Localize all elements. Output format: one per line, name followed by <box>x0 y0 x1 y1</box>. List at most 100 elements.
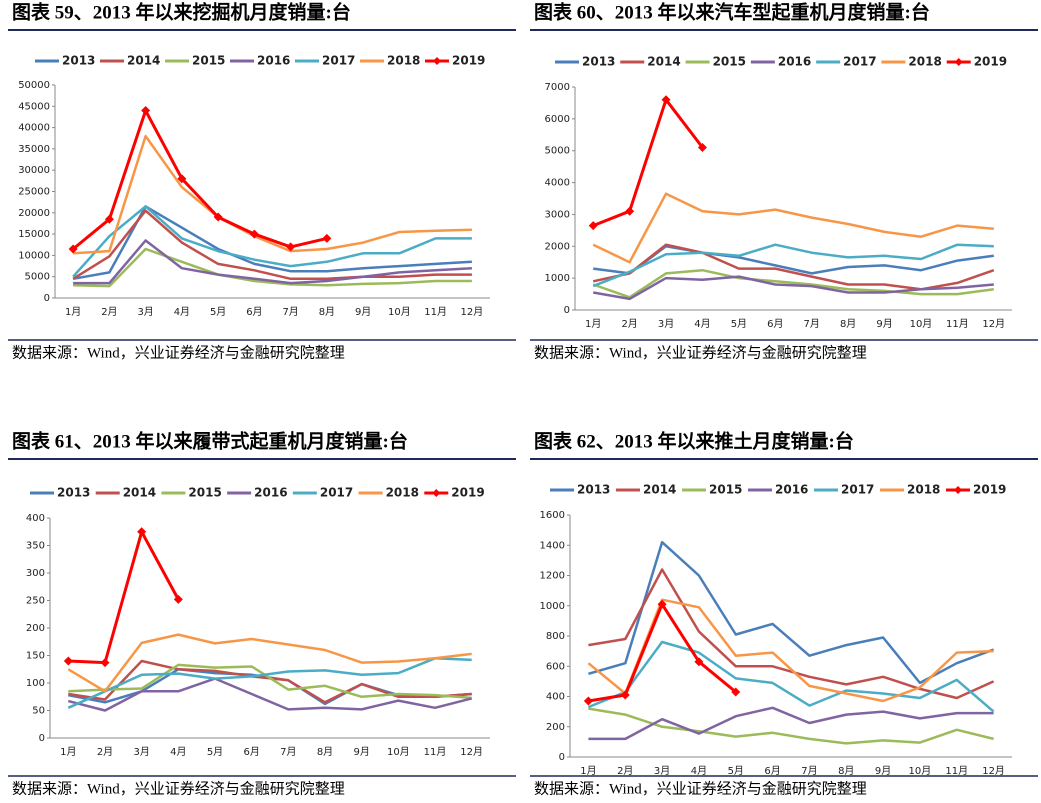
y-tick-label: 350 <box>26 541 45 552</box>
y-tick-label: 3000 <box>545 209 570 220</box>
y-tick-label: 200 <box>546 722 565 733</box>
y-tick-label: 1400 <box>540 540 565 551</box>
y-tick-label: 20000 <box>18 208 50 219</box>
y-tick-label: 200 <box>26 623 45 634</box>
legend-marker <box>954 486 962 494</box>
x-tick-label: 3月 <box>654 765 670 777</box>
legend-marker <box>433 57 441 65</box>
legend-label: 2019 <box>973 483 1006 497</box>
x-tick-label: 6月 <box>767 318 783 330</box>
point-marker <box>100 658 110 668</box>
point-marker <box>286 242 296 252</box>
x-tick-label: 6月 <box>243 746 259 758</box>
legend-marker <box>954 58 963 66</box>
chart-source: 数据来源：Wind，兴业证券经济与金融研究院整理 <box>12 343 345 361</box>
x-tick-label: 9月 <box>876 318 892 330</box>
x-tick-label: 2月 <box>97 746 113 758</box>
point-marker <box>68 244 78 254</box>
y-tick-label: 400 <box>546 692 565 703</box>
series-line <box>588 706 994 741</box>
legend-label: 2013 <box>62 54 95 68</box>
x-tick-label: 8月 <box>317 746 333 758</box>
series-line <box>73 239 472 285</box>
legend-label: 2013 <box>582 55 615 69</box>
chart-source: 数据来源：Wind，兴业证券经济与金融研究院整理 <box>534 779 867 797</box>
x-tick-label: 7月 <box>804 318 820 330</box>
point-marker <box>177 174 187 184</box>
x-tick-label: 7月 <box>282 306 298 318</box>
chart-title: 图表 59、2013 年以来挖掘机月度销量:台 <box>12 0 351 23</box>
series-line <box>587 640 995 713</box>
point-marker <box>141 106 151 116</box>
legend-label: 2015 <box>192 54 225 68</box>
x-tick-label: 11月 <box>424 306 447 318</box>
point-marker <box>694 657 704 667</box>
x-tick-label: 5月 <box>728 765 744 777</box>
legend-label: 2018 <box>908 55 941 69</box>
legend-label: 2016 <box>257 54 290 68</box>
x-tick-label: 6月 <box>246 306 262 318</box>
y-tick-label: 7000 <box>545 82 570 93</box>
y-tick-label: 600 <box>546 661 565 672</box>
x-tick-label: 7月 <box>801 765 817 777</box>
x-tick-label: 1月 <box>580 765 596 777</box>
y-tick-label: 2000 <box>545 241 570 252</box>
point-marker <box>137 527 147 537</box>
legend-marker <box>432 489 441 497</box>
x-tick-label: 8月 <box>838 765 854 777</box>
series-line <box>588 540 995 685</box>
y-tick-label: 0 <box>559 752 565 763</box>
x-tick-label: 11月 <box>424 746 447 758</box>
y-tick-label: 100 <box>26 678 45 689</box>
y-tick-label: 10000 <box>18 250 50 261</box>
point-marker <box>625 206 635 216</box>
y-tick-label: 150 <box>26 651 45 662</box>
x-tick-label: 9月 <box>353 746 369 758</box>
series-line <box>588 568 995 700</box>
y-tick-label: 0 <box>44 293 50 304</box>
x-tick-label: 4月 <box>691 765 707 777</box>
legend-label: 2016 <box>254 486 287 500</box>
series-line <box>592 192 994 264</box>
y-tick-label: 5000 <box>25 272 50 283</box>
series-line <box>73 134 472 255</box>
legend-label: 2017 <box>320 486 353 500</box>
x-tick-label: 1月 <box>585 318 601 330</box>
legend-label: 2017 <box>843 55 876 69</box>
chart-title: 图表 60、2013 年以来汽车型起重机月度销量:台 <box>534 0 930 23</box>
x-tick-label: 4月 <box>170 746 186 758</box>
x-tick-label: 8月 <box>840 318 856 330</box>
point-marker <box>588 221 598 231</box>
x-tick-label: 2月 <box>101 306 117 318</box>
y-tick-label: 800 <box>546 631 565 642</box>
x-tick-label: 12月 <box>460 746 483 758</box>
x-tick-label: 5月 <box>207 746 223 758</box>
point-marker <box>322 233 332 243</box>
series-line <box>587 598 994 703</box>
point-marker <box>249 229 259 239</box>
legend-label: 2015 <box>709 483 742 497</box>
x-tick-label: 11月 <box>946 318 969 330</box>
y-tick-label: 45000 <box>18 101 50 112</box>
x-tick-label: 2月 <box>617 765 633 777</box>
point-marker <box>104 214 114 224</box>
y-tick-label: 1200 <box>540 571 565 582</box>
legend-label: 2015 <box>188 486 221 500</box>
legend-label: 2014 <box>127 54 160 68</box>
legend-label: 2016 <box>775 483 808 497</box>
legend-label: 2017 <box>322 54 355 68</box>
x-tick-label: 2月 <box>621 318 637 330</box>
x-tick-label: 5月 <box>731 318 747 330</box>
y-tick-label: 6000 <box>545 114 570 125</box>
y-tick-label: 1000 <box>540 601 565 612</box>
series-line <box>67 677 473 712</box>
x-tick-label: 1月 <box>60 746 76 758</box>
chart-title: 图表 61、2013 年以来履带式起重机月度销量:台 <box>12 429 408 452</box>
y-tick-label: 300 <box>26 568 45 579</box>
series-line <box>592 98 704 227</box>
chart-source: 数据来源：Wind，兴业证券经济与金融研究院整理 <box>534 343 867 361</box>
point-marker <box>620 690 630 700</box>
series-line <box>72 109 328 251</box>
legend-label: 2019 <box>974 55 1007 69</box>
